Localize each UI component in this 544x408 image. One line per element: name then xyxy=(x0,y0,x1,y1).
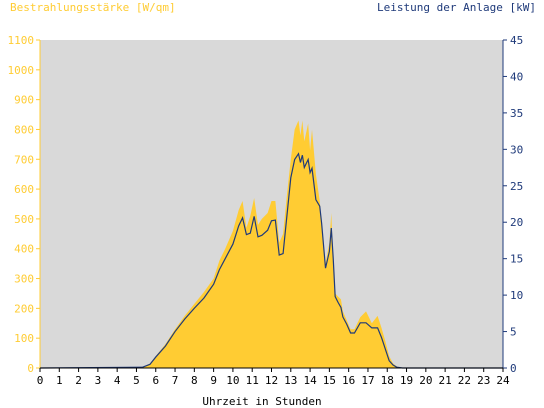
x-tick-label: 17 xyxy=(361,374,374,387)
left-tick-label: 300 xyxy=(14,273,34,286)
x-tick-label: 12 xyxy=(265,374,278,387)
right-tick-label: 30 xyxy=(510,143,523,156)
irradiance-area xyxy=(40,120,503,368)
x-tick-label: 5 xyxy=(133,374,140,387)
x-tick-label: 4 xyxy=(114,374,121,387)
left-tick-label: 900 xyxy=(14,94,34,107)
x-tick-label: 7 xyxy=(172,374,179,387)
power-line xyxy=(39,152,503,369)
x-tick-label: 8 xyxy=(191,374,198,387)
x-tick-label: 9 xyxy=(210,374,217,387)
left-tick-label: 1000 xyxy=(8,64,35,77)
left-tick-label: 500 xyxy=(14,213,34,226)
x-tick-label: 2 xyxy=(75,374,82,387)
right-tick-label: 15 xyxy=(510,253,523,266)
left-tick-label: 0 xyxy=(27,362,34,375)
x-tick-label: 0 xyxy=(37,374,44,387)
right-tick-label: 10 xyxy=(510,289,523,302)
x-axis-label: Uhrzeit in Stunden xyxy=(202,395,321,408)
right-tick-label: 0 xyxy=(510,362,517,375)
left-tick-label: 700 xyxy=(14,153,34,166)
right-tick-label: 40 xyxy=(510,70,523,83)
right-tick-label: 5 xyxy=(510,326,517,339)
x-tick-label: 22 xyxy=(458,374,471,387)
x-axis-ticks: 0 1 2 3 4 5 6 7 8 9 10 11 12 13 14 15 16 17 18 19 20 21 22 23 24 xyxy=(37,368,510,387)
right-tick-label: 45 xyxy=(510,34,523,47)
x-tick-label: 10 xyxy=(226,374,239,387)
left-tick-label: 800 xyxy=(14,123,34,136)
left-tick-label: 400 xyxy=(14,243,34,256)
x-tick-label: 19 xyxy=(400,374,413,387)
left-tick-label: 600 xyxy=(14,183,34,196)
x-tick-label: 6 xyxy=(152,374,159,387)
x-tick-label: 18 xyxy=(381,374,394,387)
left-tick-label: 1100 xyxy=(8,34,35,47)
x-tick-label: 23 xyxy=(477,374,490,387)
x-tick-label: 16 xyxy=(342,374,355,387)
x-tick-label: 3 xyxy=(95,374,102,387)
right-axis-title: Leistung der Anlage [kW] xyxy=(377,1,536,14)
right-tick-label: 20 xyxy=(510,216,523,229)
x-tick-label: 13 xyxy=(284,374,297,387)
left-tick-label: 200 xyxy=(14,302,34,315)
left-axis-title: Bestrahlungsstärke [W/qm] xyxy=(10,1,176,14)
power-line-layer xyxy=(39,152,503,369)
left-axis-ticks: 0 100 200 300 400 500 600 700 800 900 1000 1100 xyxy=(8,34,40,375)
right-tick-label: 35 xyxy=(510,107,523,120)
irradiance-area-layer xyxy=(40,120,503,368)
x-tick-label: 11 xyxy=(246,374,259,387)
x-tick-label: 20 xyxy=(419,374,432,387)
x-tick-label: 15 xyxy=(323,374,336,387)
right-tick-label: 25 xyxy=(510,180,523,193)
x-tick-label: 14 xyxy=(303,374,317,387)
x-tick-label: 24 xyxy=(496,374,510,387)
x-tick-label: 21 xyxy=(439,374,452,387)
left-tick-label: 100 xyxy=(14,332,34,345)
right-axis-ticks: 0 5 10 15 20 25 30 35 40 45 xyxy=(503,34,523,375)
x-tick-label: 1 xyxy=(56,374,63,387)
